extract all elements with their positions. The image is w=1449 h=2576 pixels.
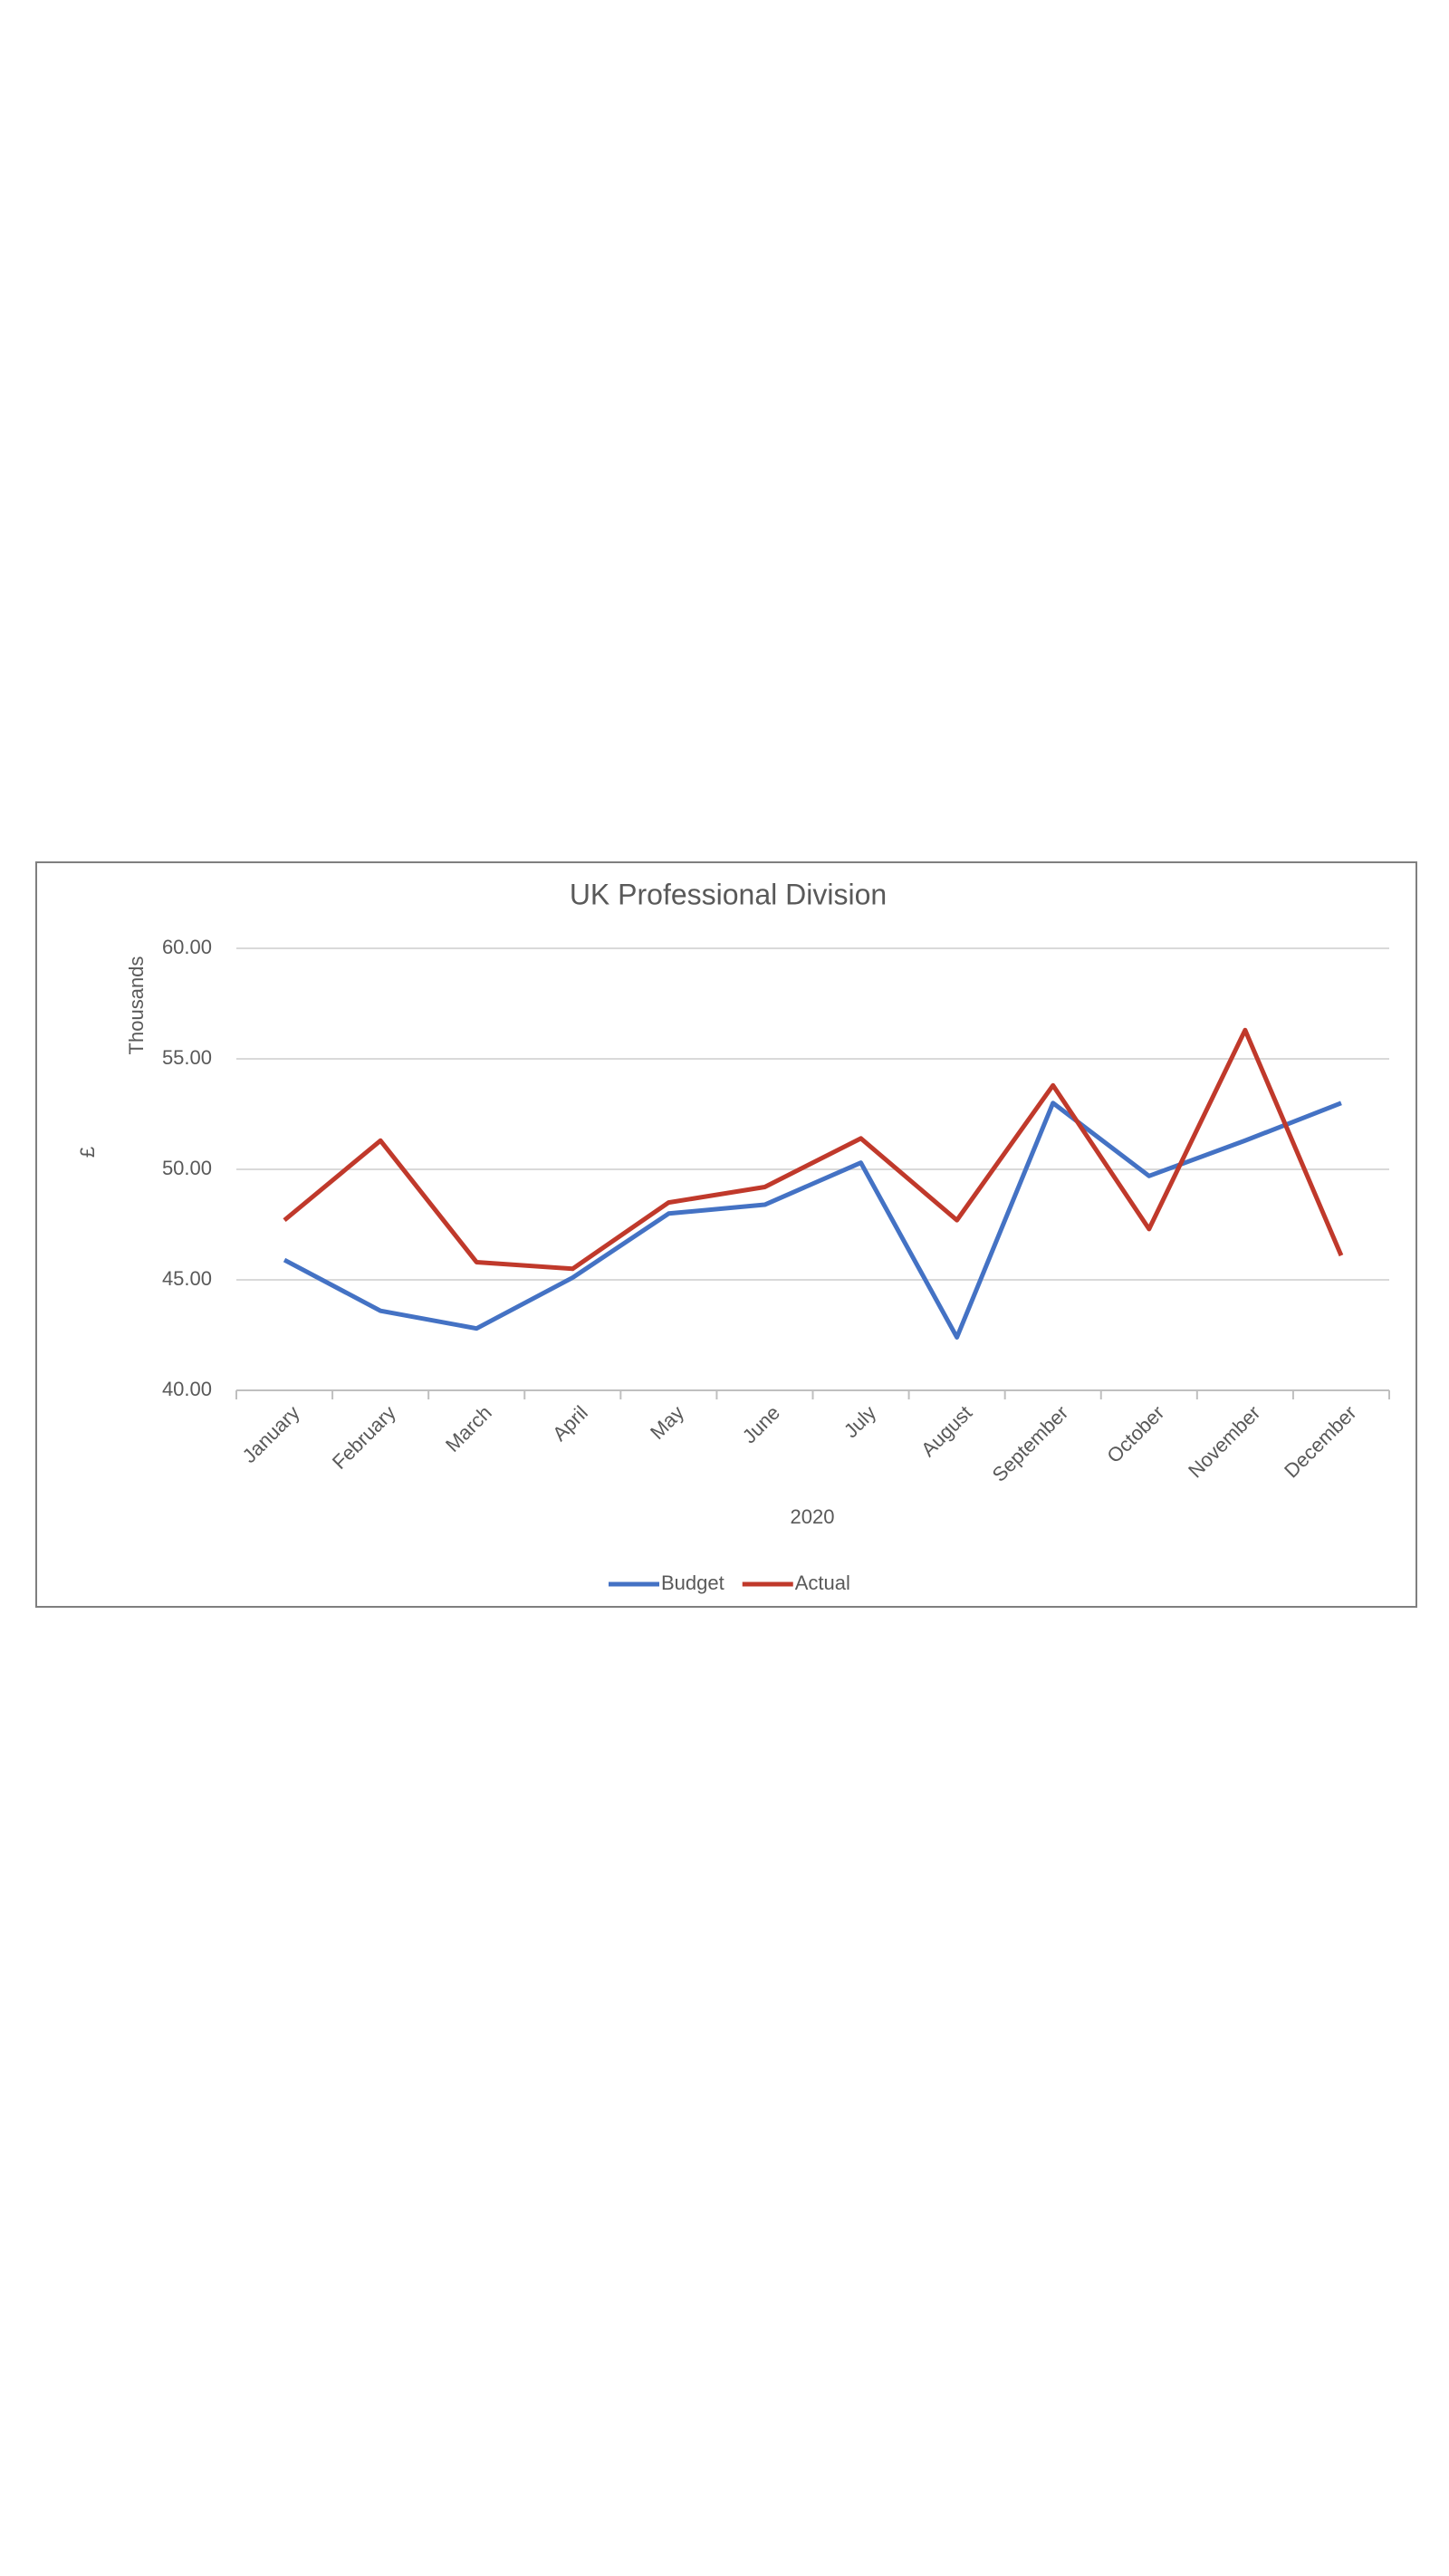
y-tick-label: 55.00 [162, 1046, 212, 1069]
chart-title: UK Professional Division [570, 878, 887, 910]
y-axis-label: £ [76, 1147, 99, 1158]
y-tick-label: 40.00 [162, 1378, 212, 1400]
legend-label: Actual [795, 1572, 850, 1594]
x-axis-label: 2020 [791, 1505, 835, 1528]
y-tick-label: 60.00 [162, 936, 212, 958]
chart-frame [35, 861, 1417, 1608]
y-tick-label: 45.00 [162, 1267, 212, 1290]
series-line [283, 1027, 1344, 1272]
legend-label: Budget [661, 1572, 724, 1594]
series-line [283, 1101, 1342, 1340]
y-units-label: Thousands [125, 956, 148, 1055]
y-tick-label: 50.00 [162, 1157, 212, 1179]
